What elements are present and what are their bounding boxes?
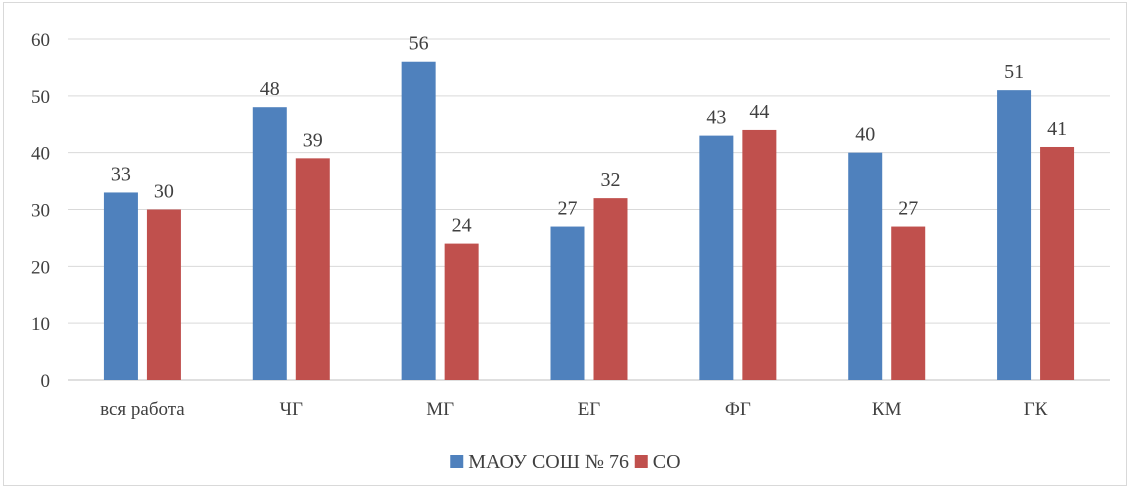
bar-series2 xyxy=(891,226,926,380)
data-label: 41 xyxy=(1047,118,1067,140)
bar-series1 xyxy=(252,107,287,380)
gridlines xyxy=(68,38,1110,381)
x-tick-label: ФГ xyxy=(725,399,751,420)
bar-series2 xyxy=(742,129,777,380)
data-label: 33 xyxy=(111,163,131,185)
x-tick-label: МГ xyxy=(426,399,454,420)
x-tick-label: вся работа xyxy=(100,399,185,420)
y-tick-label: 60 xyxy=(31,30,50,51)
bar-series1 xyxy=(103,192,138,380)
legend-label: МАОУ СОШ № 76 xyxy=(468,451,629,473)
data-label: 39 xyxy=(303,129,323,151)
bar-series1 xyxy=(848,152,883,380)
data-label: 24 xyxy=(452,215,472,237)
y-tick-label: 40 xyxy=(31,144,50,165)
bar-series1 xyxy=(550,226,585,380)
bar-series2 xyxy=(444,243,479,380)
bar-series1 xyxy=(401,61,436,380)
x-tick-label: ЧГ xyxy=(280,399,303,420)
y-tick-label: 50 xyxy=(31,87,50,108)
data-label: 27 xyxy=(898,198,918,220)
data-label: 27 xyxy=(558,198,578,220)
legend-swatch xyxy=(450,455,464,468)
x-axis-ticks: вся работа ЧГ МГ ЕГ ФГ КМ ГК xyxy=(100,399,1048,420)
legend: МАОУ СОШ № 76 СО xyxy=(450,451,681,473)
bar-series2 xyxy=(1040,146,1075,380)
data-label: 51 xyxy=(1004,61,1024,83)
bar-series1 xyxy=(997,90,1032,381)
bars xyxy=(103,61,1075,381)
bar-series2 xyxy=(146,209,181,380)
data-label: 48 xyxy=(260,78,280,100)
data-label: 43 xyxy=(706,107,726,129)
data-label: 44 xyxy=(749,101,769,123)
data-label: 30 xyxy=(154,181,174,203)
x-tick-label: ЕГ xyxy=(578,399,601,420)
data-label: 40 xyxy=(855,124,875,146)
bar-series2 xyxy=(295,158,330,380)
y-tick-label: 10 xyxy=(31,314,50,335)
y-tick-label: 0 xyxy=(41,371,51,392)
bar-series2 xyxy=(593,198,628,380)
data-labels: 33 30 48 39 56 24 27 32 43 44 40 27 51 41 xyxy=(111,33,1067,237)
y-axis-ticks: 0 10 20 30 40 50 60 xyxy=(31,30,50,392)
bar-series1 xyxy=(699,135,734,380)
x-tick-label: ГК xyxy=(1024,399,1048,420)
data-label: 56 xyxy=(409,33,429,55)
y-tick-label: 30 xyxy=(31,201,50,222)
legend-swatch xyxy=(634,455,648,468)
legend-label: СО xyxy=(653,451,681,473)
y-tick-label: 20 xyxy=(31,257,50,278)
data-label: 32 xyxy=(601,169,621,191)
x-tick-label: КМ xyxy=(872,399,902,420)
